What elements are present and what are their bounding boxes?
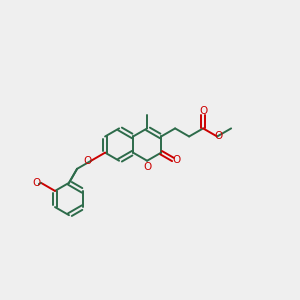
Text: O: O (33, 178, 41, 188)
Text: O: O (83, 156, 92, 166)
Text: O: O (199, 106, 207, 116)
Text: O: O (143, 161, 151, 172)
Text: O: O (172, 154, 181, 164)
Text: O: O (215, 131, 223, 142)
